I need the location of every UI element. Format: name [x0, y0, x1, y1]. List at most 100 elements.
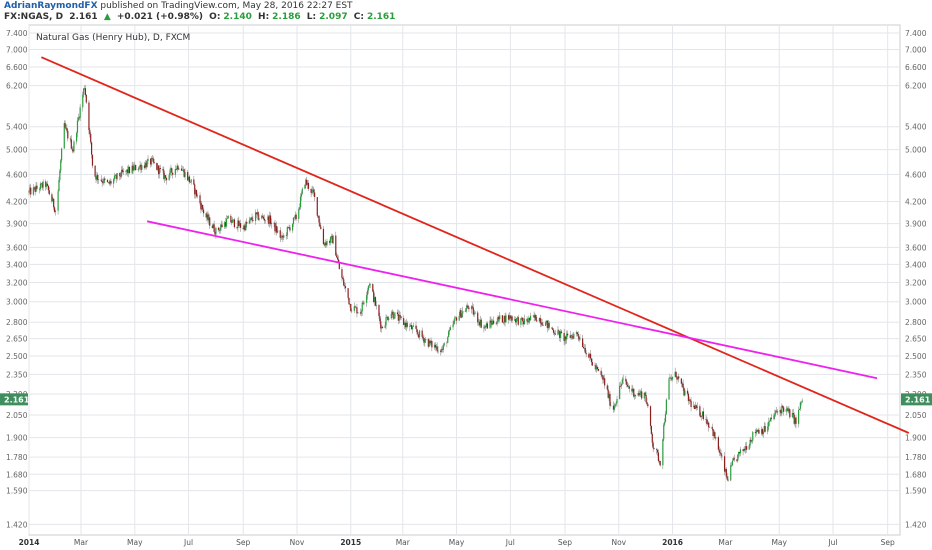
- candle-body: [626, 384, 629, 387]
- candle-body: [649, 406, 652, 426]
- author-link[interactable]: AdrianRaymondFX: [4, 1, 98, 11]
- candle-body: [250, 217, 252, 219]
- candle-body: [209, 217, 211, 226]
- candle-body: [163, 170, 165, 179]
- candle-body: [61, 148, 63, 161]
- candle-body: [674, 371, 676, 377]
- candle-body: [101, 180, 103, 183]
- candle-body: [447, 337, 449, 343]
- candle-body: [616, 398, 618, 404]
- candle-body: [584, 347, 586, 353]
- candle-body: [695, 405, 697, 409]
- candle-body: [769, 417, 772, 422]
- candle-body: [471, 306, 474, 308]
- candle-body: [387, 317, 389, 320]
- candle-body: [516, 317, 518, 319]
- candle-body: [269, 215, 271, 224]
- candle-body: [85, 94, 87, 103]
- candle-body: [329, 236, 332, 243]
- candle-body: [336, 257, 339, 260]
- candle-body: [664, 422, 666, 425]
- candle-body: [230, 215, 232, 223]
- candle-body: [182, 169, 184, 171]
- candle-body: [459, 310, 461, 316]
- candle-body: [437, 350, 439, 352]
- candle-body: [164, 175, 166, 179]
- candle-body: [582, 338, 584, 347]
- candle-body: [684, 390, 686, 396]
- candle-body: [202, 209, 205, 214]
- candle-body: [64, 123, 66, 128]
- candle-body: [542, 324, 544, 326]
- candle-body: [758, 429, 760, 434]
- candle-body: [751, 440, 753, 442]
- candle-body: [669, 377, 671, 379]
- candle-body: [140, 164, 142, 170]
- candle-body: [787, 408, 789, 412]
- candle-body: [780, 409, 782, 414]
- candle-body: [689, 399, 691, 401]
- y-tick-label-right: 1.900: [905, 434, 927, 443]
- candle-body: [293, 216, 295, 218]
- y-tick-label-right: 1.780: [905, 453, 927, 462]
- candle-body: [606, 385, 608, 390]
- candle-body: [120, 176, 122, 177]
- candle-body: [612, 405, 615, 410]
- candle-body: [671, 376, 674, 380]
- up-arrow-icon: ▲: [103, 12, 111, 22]
- candle-body: [736, 459, 738, 461]
- candle-body: [724, 468, 727, 472]
- y-tick-label-left: 2.050: [6, 411, 28, 420]
- resistance-trendline[interactable]: [40, 56, 910, 434]
- candle-body: [701, 416, 703, 418]
- y-tick-label-left: 1.780: [6, 453, 28, 462]
- candle-body: [295, 214, 297, 219]
- candle-body: [442, 345, 444, 350]
- candle-body: [98, 179, 100, 181]
- candle-body: [67, 130, 69, 139]
- candle-body: [306, 179, 308, 185]
- candle-body: [627, 386, 630, 388]
- candle-body: [794, 417, 796, 424]
- candle-body: [621, 379, 623, 384]
- candle-body: [783, 407, 785, 412]
- y-tick-label-left: 2.500: [6, 352, 28, 361]
- candle-body: [350, 304, 352, 312]
- candle-body: [792, 413, 794, 415]
- candle-body: [427, 339, 429, 347]
- candle-body: [541, 322, 543, 325]
- candle-body: [177, 165, 179, 170]
- candle-body: [184, 172, 186, 177]
- candle-body: [369, 284, 371, 286]
- candle-body: [243, 225, 245, 230]
- candle-body: [246, 221, 248, 224]
- candle-body: [756, 430, 758, 432]
- candle-body: [727, 479, 729, 481]
- candle-body: [264, 220, 266, 221]
- x-tick-label: Nov: [611, 538, 626, 547]
- candle-body: [281, 235, 283, 237]
- trendlines[interactable]: [40, 56, 910, 434]
- candle-body: [560, 331, 563, 334]
- candle-body: [299, 196, 302, 208]
- candle-body: [331, 236, 333, 244]
- candle-body: [601, 374, 603, 377]
- candle-body: [539, 318, 541, 324]
- candle-body: [546, 320, 548, 329]
- candle-body: [276, 225, 278, 233]
- support-trendline[interactable]: [146, 220, 878, 380]
- candle-body: [254, 212, 257, 221]
- candle-body: [526, 318, 528, 322]
- candle-body: [269, 215, 272, 225]
- candle-body: [232, 219, 235, 221]
- candle-body: [147, 158, 149, 161]
- candle-body: [207, 214, 209, 221]
- candle-body: [200, 203, 202, 210]
- candle-body: [467, 305, 469, 308]
- candle-body: [782, 405, 784, 408]
- candle-body: [134, 165, 136, 167]
- candle-body: [464, 310, 466, 312]
- candle-body: [540, 322, 542, 324]
- candle-body: [363, 302, 365, 304]
